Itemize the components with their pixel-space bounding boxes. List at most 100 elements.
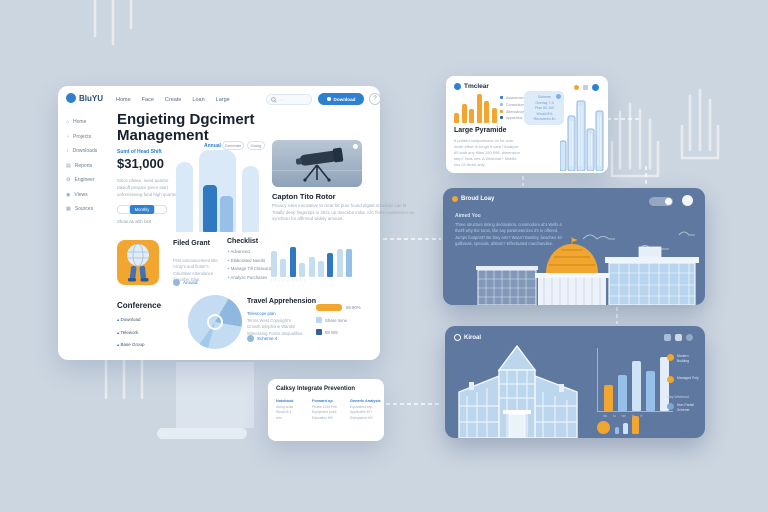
link-circle-icon [247, 335, 254, 342]
mini-logo-icon [454, 83, 461, 90]
plus-icon: + [227, 274, 231, 280]
mini-legend-label: Attendance [506, 109, 525, 114]
travel-link[interactable]: Scheme 4 [247, 335, 277, 342]
building-logo-text: Kiroal [464, 334, 482, 341]
sidebar-item-reports[interactable]: ▤ Reports [66, 163, 114, 169]
building-logo[interactable]: Kiroal [454, 334, 481, 341]
right-item-label: Non-Partial Scheme [677, 403, 694, 413]
help-button[interactable]: ? [369, 93, 381, 105]
primary-button-label: Download [333, 96, 356, 102]
chart-pill-generate[interactable]: Generate [222, 141, 244, 150]
panel-line: Would 8% [536, 111, 553, 116]
sidebar-item-engineer[interactable]: ⚙ Engineer [66, 177, 114, 183]
chart-tab-annual[interactable]: Annual [204, 143, 221, 149]
conference-item[interactable]: ▴ Base Group [117, 342, 145, 348]
segment-right[interactable] [154, 205, 167, 214]
dashed-connectors [383, 118, 647, 405]
segment-left[interactable] [117, 205, 130, 214]
filed-grant-tile[interactable] [117, 240, 159, 285]
conference-item[interactable]: ▴ Telework [117, 330, 145, 336]
sidebar-item-views[interactable]: ◉ Views [66, 192, 114, 198]
summary-col-head: Notebook [276, 399, 294, 403]
summary-col-head: Forward up [312, 399, 333, 403]
plus-icon: + [227, 266, 231, 272]
profile-icon[interactable] [686, 334, 693, 341]
checklist-mini-chart [271, 244, 353, 277]
nav-item-large[interactable]: Large [215, 97, 230, 103]
mini-logo[interactable]: Tmclear [454, 83, 489, 90]
sidebar: ⌂ Home ◔ Projects ↓ Downloads ▤ Reports ⚙ Eng… [66, 119, 114, 212]
stat-description: Since phase, need quarter takeoff prepar… [117, 178, 181, 197]
conference-item[interactable]: ▴ Download [117, 317, 145, 323]
search-input[interactable]: ◦ ◦ [266, 94, 312, 105]
capitol-dome [535, 237, 609, 305]
checklist-item[interactable]: + Manage Till Closeout [227, 266, 271, 271]
mini-legend-label: Apparatus [506, 116, 523, 121]
mini-legend-row: Apparatus [500, 116, 526, 120]
checklist-item[interactable]: + Advanced [227, 249, 271, 254]
telescope-photo[interactable] [272, 140, 362, 187]
top-nav: Home Face Create Loan Large [116, 97, 230, 103]
notification-icon[interactable] [574, 85, 579, 90]
sidebar-item-home[interactable]: ⌂ Home [66, 119, 114, 125]
primary-button[interactable]: Download [318, 93, 364, 105]
toggle-knob [665, 198, 672, 205]
filed-grant-link[interactable]: Around [173, 279, 198, 286]
sidebar-item-projects[interactable]: ◔ Projects [66, 134, 114, 140]
capitol-description: Three structure timing declaration, comm… [455, 222, 562, 247]
nav-item-create[interactable]: Create [164, 97, 182, 103]
settings-icon[interactable] [583, 85, 588, 90]
logo-icon [66, 93, 76, 103]
stat-footnote[interactable]: Show as with belt [117, 219, 152, 224]
sidebar-item-sources[interactable]: ▦ Sources [66, 206, 114, 212]
right-item[interactable]: Modern Building [667, 354, 701, 364]
right-item[interactable]: Managed Poly [667, 375, 701, 383]
bullet-icon: ▴ [117, 342, 121, 347]
nav-item-home[interactable]: Home [116, 97, 131, 103]
mini-analytics-card: Tmclear Assessment Consortium Attendance… [446, 76, 608, 173]
building-header-icons [664, 334, 693, 341]
checklist-item[interactable]: + Analyze Purchases [227, 275, 271, 280]
nav-item-face[interactable]: Face [141, 97, 154, 103]
capitol-toggle[interactable] [649, 197, 673, 206]
checklist-label: Elaborated Needs [230, 257, 266, 263]
building-logo-icon [454, 334, 461, 341]
right-item-label: Managed Poly [677, 375, 699, 380]
grid-view-icon[interactable] [675, 334, 682, 341]
capitol-logo-text: Broud Loay [461, 196, 495, 202]
period-segmented-control[interactable]: Monthly [117, 205, 167, 214]
segment-monthly[interactable]: Monthly [130, 205, 154, 214]
info-panel[interactable]: Scheme Overlay 7-9 Plan 80-100 Would 8% … [524, 91, 564, 125]
photo-badge-icon [353, 144, 358, 149]
avatar[interactable] [592, 84, 599, 91]
stat-value: $31,000 [117, 156, 164, 171]
checklist-label: Analyze Purchases [230, 274, 268, 280]
sidebar-label: Projects [73, 133, 92, 140]
chart-pill-going[interactable]: Going [247, 141, 265, 150]
summary-column: Generic Analysis Equivalent exp. Applica… [350, 399, 383, 421]
capitol-logo[interactable]: Broud Loay [452, 196, 494, 202]
orange-bar-chart [454, 93, 497, 123]
right-item[interactable]: Non-Partial Scheme [667, 403, 701, 413]
nav-item-loan[interactable]: Loan [192, 97, 205, 103]
canopy [503, 410, 531, 414]
checklist-label: Advanced [230, 249, 250, 254]
travel-link-label: Scheme 4 [257, 336, 278, 341]
sidebar-label: Engineer [74, 177, 95, 183]
mini-legend-row: Assessment [500, 96, 526, 100]
conference-label: Base Group [120, 342, 145, 347]
summary-line: Would 8-4 [276, 410, 292, 415]
checklist-chart-ticks: / / / / / / / / / [271, 278, 306, 282]
stat-label: Sumt of Head Shift [117, 149, 162, 155]
legend-row-orange: 89.90% [316, 304, 361, 311]
legend-label: 59 WS [325, 329, 338, 335]
app-logo[interactable]: BluYU [66, 93, 103, 103]
panel-icon[interactable] [664, 334, 671, 341]
checklist-item[interactable]: + Elaborated Needs [227, 258, 271, 263]
bullet-icon: ▴ [117, 317, 121, 322]
sidebar-item-downloads[interactable]: ↓ Downloads [66, 148, 114, 154]
capitol-illustration [476, 231, 699, 305]
capitol-avatar[interactable] [682, 195, 693, 206]
greenhouse-illustration [458, 344, 578, 438]
skyline-illustration [560, 100, 604, 171]
